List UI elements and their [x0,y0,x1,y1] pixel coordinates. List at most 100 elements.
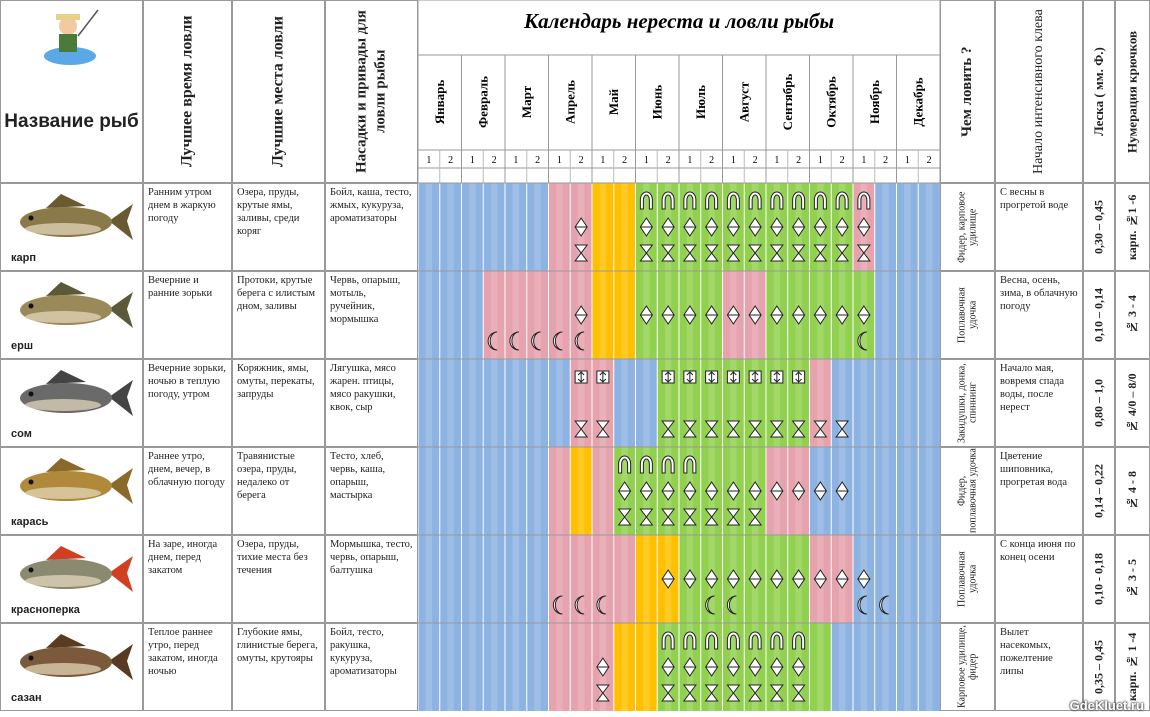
calendar-cell [874,271,897,359]
fish-places: Протоки, крутые берега с илистым дном, з… [232,271,325,359]
hooks-header: Нумерация крючков [1115,0,1150,183]
icon-arch [813,191,827,210]
fish-cell: сом [0,359,143,447]
icon-diamond [792,657,806,677]
icon-diamond [813,569,827,589]
icon-crescent [552,595,563,615]
cell-stripe [621,183,628,271]
cell-stripe [556,359,563,447]
fish-baits: Червь, опарыш, мотыль, ручейник, мормышк… [325,271,418,359]
baits-header: Насадки и привады для ловли рыбы [325,0,418,183]
icon-diamond [835,569,849,589]
cell-stripe [512,183,520,271]
icon-arch [726,631,740,650]
cell-stripe [904,359,911,447]
fish-time: Теплое раннее утро, перед закатом, иногд… [143,623,232,711]
icon-hourglass [574,420,589,438]
fish-places: Травянистые озера, пруды, недалеко от бе… [232,447,325,535]
icon-crescent [705,595,715,615]
icon-arrows-sign [751,371,759,383]
cell-stripe [708,359,715,447]
fish-fin [46,546,86,560]
half-label: 2 [883,155,888,166]
fish-start: С конца июня по конец осени [995,535,1083,623]
calendar-cell [613,535,636,623]
icon-hourglass [661,684,676,702]
cell-stripe [882,183,889,271]
cell-stripe [904,271,911,359]
fish-places: Глубокие ямы, глинистые берега, омуты, к… [232,623,325,711]
icon-diamond [661,481,675,501]
fish-cell: сазан [0,623,143,711]
icon-diamond [792,217,806,237]
icon-hourglass [682,420,697,438]
cell-stripe [490,623,498,711]
calendar-cell [918,535,940,623]
icon-diamond [748,569,762,589]
icon-crescent [726,595,737,615]
icon-arch [683,455,697,474]
fish-line: 0,14 – 0,22 [1083,447,1115,535]
calendar-cell [418,623,440,711]
fish-baits: Лягушка, мясо жарен. птицы, мясо ракушки… [325,359,418,447]
cell-stripe [534,183,541,271]
fish-fin [46,194,86,208]
half-label: 1 [600,155,605,166]
icon-hourglass [661,244,676,262]
calendar-cell [896,447,919,535]
cell-stripe [577,623,585,711]
cell-stripe [425,535,433,623]
icon-arch [661,631,675,650]
half-label: 1 [644,155,649,166]
calendar-cell [461,447,484,535]
icon-diamond [726,305,740,325]
calendar-cell [526,623,549,711]
cell-stripe [838,359,846,447]
calendar-cell [439,623,462,711]
icon-diamond [770,657,784,677]
icon-hourglass [726,508,741,526]
calendar-cell [896,359,919,447]
icon-diamond [705,657,719,677]
calendar-cell [874,623,897,711]
cell-stripe [860,359,868,447]
calendar-cell [461,183,484,271]
cell-stripe [469,447,476,535]
calendar-cell [526,535,549,623]
month-label: Февраль [475,76,490,128]
calendar-cell [505,623,527,711]
half-label: 2 [535,155,540,166]
fish-fin [46,634,86,648]
calendar-cell [570,623,592,711]
fish-line: 0,30 – 0,45 [1083,183,1115,271]
half-label: 1 [818,155,823,166]
icon-diamond [661,305,675,325]
half-label: 2 [796,155,801,166]
fish-places: Озера, пруды, тихие места без течения [232,535,325,623]
icon-hourglass [661,420,676,438]
fish-image [20,370,133,416]
cell-stripe [469,623,476,711]
icon-diamond [748,481,762,501]
icon-diamond [748,217,762,237]
fish-image [20,282,133,328]
icon-hourglass [769,244,784,262]
calendar-title: Календарь нереста и ловли рыбы [523,9,834,33]
cell-stripe [447,623,454,711]
icon-diamond [618,481,632,501]
cell-stripe [534,359,541,447]
cell-stripe [447,447,454,535]
cell-stripe [643,359,650,447]
icon-arch [857,191,871,210]
fish-hooks: карп. №1 -6 [1115,183,1150,271]
calendar-cell [831,623,853,711]
icon-hourglass [595,420,610,438]
half-label: 2 [840,155,845,166]
half-label: 1 [861,155,866,166]
fish-baits: Бойл, каша, тесто, жмых, кукуруза, арома… [325,183,418,271]
calendar-cell [635,535,658,623]
cell-stripe [730,359,737,447]
calendar-cell [896,535,919,623]
cell-stripe [882,623,889,711]
month-label: Июнь [649,85,664,120]
